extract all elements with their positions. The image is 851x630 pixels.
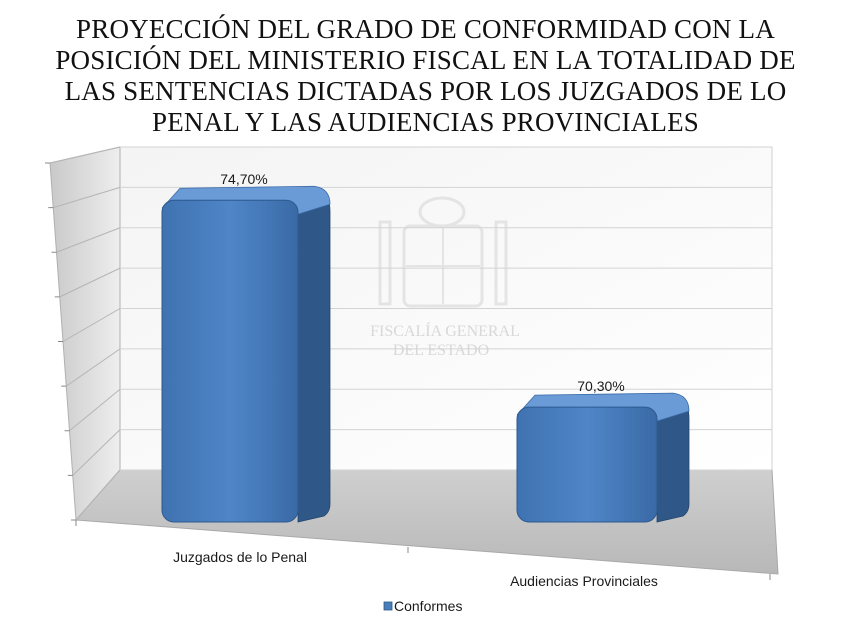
gridline-side	[53, 186, 121, 209]
bar-side-face	[656, 402, 690, 523]
gridline-side	[75, 469, 121, 521]
category-tick-label: Juzgados de lo Penal	[173, 549, 307, 565]
category-tick-label: Audiencias Provinciales	[510, 573, 658, 589]
gridline-side	[72, 429, 121, 476]
gridline-side	[56, 227, 121, 253]
category-tick-labels: Juzgados de lo Penal Audiencias Provincia…	[75, 520, 771, 589]
gridline-side	[59, 267, 121, 298]
chart-title: PROYECCIÓN DEL GRADO DE CONFORMIDAD CON …	[20, 14, 831, 138]
bar	[161, 199, 299, 523]
gridline-side	[65, 348, 121, 387]
bar-side-face	[297, 195, 331, 523]
watermark-line-2: DEL ESTADO	[393, 342, 489, 359]
bar	[516, 406, 658, 523]
data-label: 74,70%	[220, 171, 267, 187]
gridline-side	[49, 146, 121, 164]
watermark-line-1: FISCALÍA GENERAL	[370, 321, 520, 340]
chart-title-line-4: PENAL Y LAS AUDIENCIAS PROVINCIALES	[151, 107, 699, 137]
chart-title-line-3: LAS SENTENCIAS DICTADAS POR LOS JUZGADOS…	[64, 76, 787, 106]
gridline-side	[69, 388, 121, 432]
chart-title-line-1: PROYECCIÓN DEL GRADO DE CONFORMIDAD CON …	[76, 14, 775, 44]
chart-title-line-2: POSICIÓN DEL MINISTERIO FISCAL EN LA TOT…	[55, 45, 796, 75]
legend-swatch	[383, 601, 393, 611]
legend-label: Conformes	[394, 598, 462, 614]
data-label: 70,30%	[577, 378, 624, 394]
gridline-side	[62, 308, 121, 342]
fiscalia-watermark-logo	[378, 196, 508, 308]
bars: 74,70% 70,30%	[161, 171, 690, 523]
